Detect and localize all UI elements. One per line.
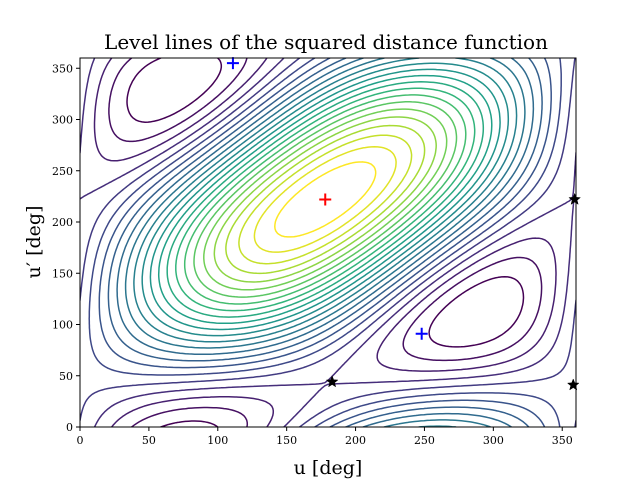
contour-level <box>193 101 458 298</box>
x-tick-label: 50 <box>142 434 156 447</box>
x-axis-ticks: 0 50 100 150 200 250 300 350 <box>77 427 573 447</box>
saddle-point-marker <box>226 57 239 70</box>
contour-level <box>238 134 413 265</box>
x-axis-label: u [deg] <box>294 457 363 479</box>
minimum-point-marker <box>325 375 339 388</box>
y-axis-ticks: 0 50 100 150 200 250 300 350 <box>52 62 80 434</box>
contour-level <box>93 58 557 427</box>
contour-level <box>225 124 426 275</box>
contour-level <box>149 68 501 331</box>
contour-level <box>157 74 493 325</box>
x-tick-label: 300 <box>483 434 504 447</box>
contour-level <box>126 58 525 427</box>
contour-level <box>80 58 576 427</box>
minimum-point-marker <box>568 192 581 205</box>
x-tick-label: 0 <box>77 434 84 447</box>
maximum-point-marker <box>319 193 332 206</box>
y-tick-label: 300 <box>52 114 73 127</box>
contour-level <box>141 62 510 337</box>
x-tick-label: 100 <box>207 434 228 447</box>
y-tick-label: 0 <box>66 421 73 434</box>
y-tick-label: 100 <box>52 319 73 332</box>
contour-level <box>175 87 476 312</box>
y-tick-label: 200 <box>52 216 73 229</box>
y-axis-label: u′ [deg] <box>23 206 45 279</box>
contour-level <box>203 108 448 291</box>
y-tick-label: 250 <box>52 165 73 178</box>
y-tick-label: 50 <box>59 370 73 383</box>
chart-title: Level lines of the squared distance func… <box>104 30 548 54</box>
x-tick-label: 250 <box>414 434 435 447</box>
y-tick-label: 350 <box>52 62 73 75</box>
x-tick-label: 200 <box>345 434 366 447</box>
y-tick-label: 150 <box>52 267 73 280</box>
contour-level <box>183 94 467 305</box>
contour-lines <box>80 58 576 427</box>
contour-level <box>213 116 437 283</box>
contour-level <box>166 81 485 318</box>
x-tick-label: 350 <box>552 434 573 447</box>
x-tick-label: 150 <box>276 434 297 447</box>
plot-frame <box>79 57 577 428</box>
contour-level <box>98 58 552 427</box>
contour-level <box>253 146 397 253</box>
critical-point-markers <box>226 57 581 391</box>
contour-level <box>274 161 377 238</box>
contour-level <box>124 58 526 427</box>
minimum-point-marker <box>566 378 580 391</box>
saddle-point-marker <box>415 327 428 340</box>
